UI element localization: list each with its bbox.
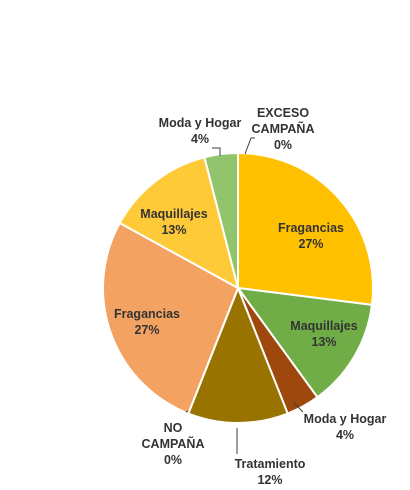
pie-slice-tratamiento-3 <box>187 285 289 424</box>
slice-label-3: Tratamiento 12% <box>235 457 306 487</box>
slice-labels: Fragancias 27% Maquillajes 13% Moda y Hogar 4… <box>114 106 386 487</box>
leader-line-8 <box>244 137 255 155</box>
pie-slice-fragancias-0 <box>237 151 374 307</box>
slice-label-2: Moda y Hogar 4% <box>304 412 387 442</box>
slice-label-6: Maquillajes 13% <box>140 207 207 237</box>
slice-label-1: Maquillajes 13% <box>290 319 357 349</box>
slice-label-8: EXCESO CAMPAÑA 0% <box>252 106 315 152</box>
slice-label-5: Fragancias 27% <box>114 307 180 337</box>
pie-slice-fragancias-5 <box>102 221 240 415</box>
leader-line-7 <box>212 147 221 156</box>
slice-label-4: NO CAMPAÑA 0% <box>142 421 205 467</box>
slice-label-0: Fragancias 27% <box>278 221 344 251</box>
pie-slice-maquillajes-6 <box>118 156 240 290</box>
leader-line-2 <box>292 401 304 413</box>
leader-line-4 <box>185 410 189 413</box>
pie-slices <box>102 151 374 424</box>
leader-lines <box>185 137 304 454</box>
slice-label-7: Moda y Hogar 4% <box>159 116 242 146</box>
pie-slice-maquillajes-1 <box>235 286 374 399</box>
